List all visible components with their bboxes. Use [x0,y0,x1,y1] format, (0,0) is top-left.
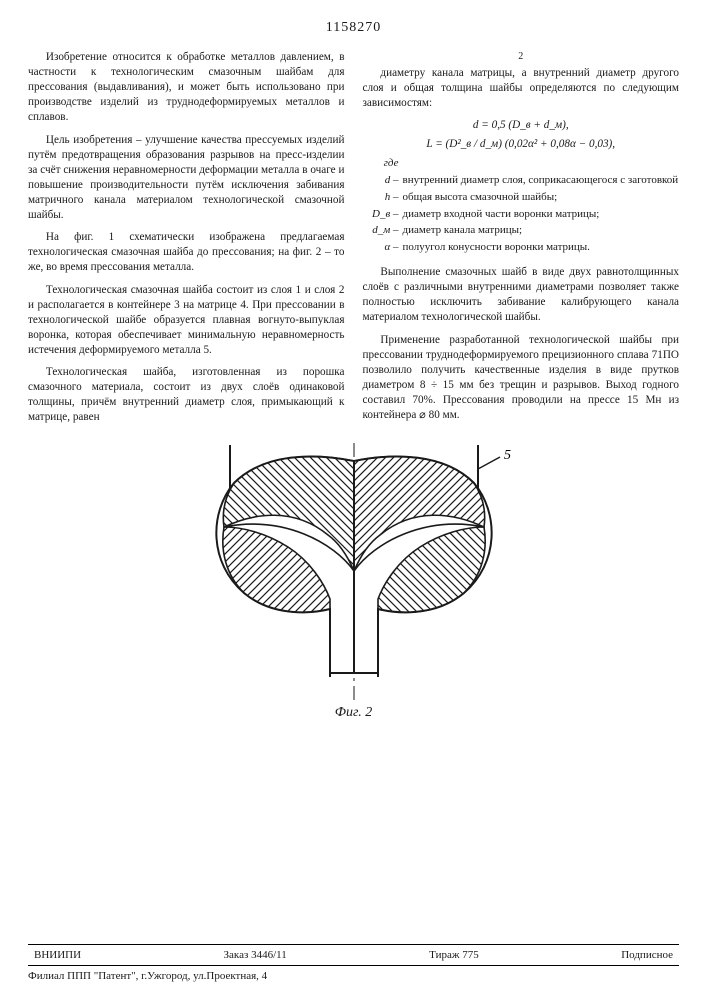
column-number: 2 [363,50,680,64]
where-text: диаметр входной части воронки матрицы; [403,207,680,222]
where-symbol: d – [363,173,403,188]
footer-org: ВНИИПИ [34,949,81,961]
footer-sub: Подписное [621,949,673,961]
paragraph: Технологическая смазочная шайба состоит … [28,283,345,359]
paragraph: Технологическая шайба, изготовленная из … [28,365,345,425]
page: 1158270 Изобретение относится к обработк… [0,0,707,1000]
figure-label: Фиг. 2 [28,705,679,721]
paragraph: Цель изобретения – улучшение качества пр… [28,133,345,224]
where-symbol: h – [363,190,403,205]
paragraph: диаметру канала матрицы, а внутренний ди… [363,66,680,111]
where-symbol: d_м – [363,223,403,238]
where-text: диаметр канала матрицы; [403,223,680,238]
formula-2: L = (D²_в / d_м) (0,02α² + 0,08α − 0,03)… [363,137,680,152]
paragraph: На фиг. 1 схематически изображена предла… [28,230,345,275]
where-symbol: D_в – [363,207,403,222]
page-footer: ВНИИПИ Заказ 3446/11 Тираж 775 Подписное… [28,940,679,982]
where-block: где d –внутренний диаметр слоя, соприкас… [363,156,680,255]
footer-order: Заказ 3446/11 [224,949,287,961]
paragraph: Выполнение смазочных шайб в виде двух ра… [363,265,680,325]
where-text: внутренний диаметр слоя, соприкасающегос… [403,173,680,188]
patent-number: 1158270 [28,20,679,36]
figure-2-svg: 5 [184,443,524,703]
paragraph: Применение разработанной технологической… [363,333,680,424]
where-text: общая высота смазочной шайбы; [403,190,680,205]
figure-2: 5 Фиг. 2 [28,443,679,721]
where-symbol: α – [363,240,403,255]
two-column-body: Изобретение относится к обработке металл… [28,50,679,433]
left-column: Изобретение относится к обработке металл… [28,50,345,433]
where-text: полуугол конусности воронки матрицы. [403,240,680,255]
right-column: 2 диаметру канала матрицы, а внутренний … [363,50,680,433]
where-label: где [363,156,403,171]
figure-callout-5: 5 [504,448,511,463]
paragraph: Изобретение относится к обработке металл… [28,50,345,126]
footer-tirazh: Тираж 775 [429,949,479,961]
footer-branch: Филиал ППП "Патент", г.Ужгород, ул.Проек… [28,970,679,982]
formula-1: d = 0,5 (D_в + d_м), [363,118,680,133]
